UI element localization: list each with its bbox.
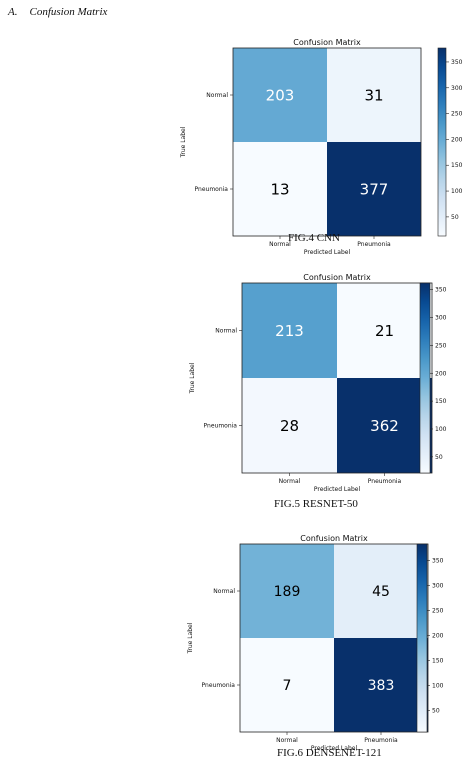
matrix-cell	[240, 638, 334, 732]
matrix-cell	[327, 142, 421, 236]
matrix-cell	[233, 142, 327, 236]
cell-value-label: 28	[280, 417, 299, 435]
matrix-cell	[233, 48, 327, 142]
figure-caption-resnet: FIG.5 RESNET-50	[274, 498, 358, 510]
confusion-matrix-chart-densenet: Confusion Matrix 189 45 7 383 Normal Pneumonia…	[187, 534, 444, 752]
cell-value-label: 7	[283, 678, 292, 694]
matrix-cell	[334, 638, 428, 732]
y-axis-label: True Label	[180, 126, 187, 158]
y-tick-label: Normal	[213, 588, 235, 595]
cell-value-label: 45	[372, 584, 390, 600]
colorbar-tick-label: 150	[451, 162, 463, 169]
colorbar-tick-label: 50	[451, 214, 459, 221]
figure-resnet: Confusion Matrix 213 21 28 362 Normal Pneumoni…	[189, 268, 465, 496]
cell-value-label: 377	[360, 180, 389, 198]
x-tick-label: Pneumonia	[364, 737, 398, 744]
cell-value-label: 189	[274, 584, 301, 600]
y-tick-label: Pneumonia	[204, 423, 238, 430]
colorbar	[416, 543, 428, 733]
colorbar-tick-label: 150	[432, 658, 444, 665]
cell-value-label: 13	[270, 180, 289, 198]
x-axis-label: Predicted Label	[304, 249, 351, 256]
matrix-frame	[232, 47, 422, 237]
chart-title: Confusion Matrix	[303, 273, 371, 282]
colorbar-tick-label: 100	[432, 683, 444, 690]
colorbar-tick-label: 250	[451, 111, 463, 118]
x-tick-label: Normal	[269, 241, 291, 248]
colorbar-tick-label: 100	[451, 188, 463, 195]
cell-value-label: 203	[266, 86, 295, 104]
cell-value-label: 362	[370, 417, 399, 435]
colorbar-tick-label: 50	[432, 708, 440, 715]
x-tick-label: Pneumonia	[357, 241, 391, 248]
section-heading: A. Confusion Matrix	[8, 6, 107, 18]
colorbar-tick-label: 350	[435, 287, 447, 294]
colorbar	[437, 47, 447, 237]
colorbar-tick-label: 200	[435, 370, 447, 377]
colorbar-tick-label: 250	[432, 608, 444, 615]
y-tick-label: Pneumonia	[195, 186, 229, 193]
matrix-cell	[242, 283, 337, 378]
colorbar	[419, 282, 431, 474]
colorbar-tick-label: 300	[432, 583, 444, 590]
x-tick-label: Normal	[279, 478, 301, 485]
colorbar-tick-label: 200	[432, 633, 444, 640]
section-number: A.	[8, 6, 18, 18]
cell-value-label: 383	[368, 678, 395, 694]
y-tick-label: Pneumonia	[202, 682, 236, 689]
y-tick-label: Normal	[215, 328, 237, 335]
chart-title: Confusion Matrix	[293, 38, 361, 47]
matrix-cell	[334, 544, 428, 638]
colorbar-tick-label: 50	[435, 454, 443, 461]
y-axis-label: True Label	[189, 362, 196, 394]
x-tick-label: Normal	[276, 737, 298, 744]
colorbar-tick-label: 350	[451, 59, 463, 66]
cell-value-label: 213	[275, 322, 304, 340]
matrix-frame	[241, 282, 433, 474]
colorbar-tick-label: 350	[432, 558, 444, 565]
cell-value-label: 31	[364, 86, 383, 104]
chart-title: Confusion Matrix	[300, 534, 368, 543]
colorbar-tick-label: 300	[435, 315, 447, 322]
colorbar-tick-label: 100	[435, 426, 447, 433]
cell-value-label: 21	[375, 322, 394, 340]
colorbar-tick-label: 200	[451, 136, 463, 143]
matrix-cell	[240, 544, 334, 638]
y-axis-label: True Label	[187, 622, 194, 654]
colorbar-tick-label: 300	[451, 85, 463, 92]
confusion-matrix-chart-resnet: Confusion Matrix 213 21 28 362 Normal Pneumoni…	[189, 273, 447, 493]
colorbar-tick-label: 250	[435, 342, 447, 349]
figure-caption-cnn: FIG.4 CNN	[288, 232, 340, 244]
x-tick-label: Pneumonia	[368, 478, 402, 485]
matrix-cell	[327, 48, 421, 142]
confusion-matrix-chart-cnn: Confusion Matrix 203 31 13 377 Normal Pneumoni…	[180, 38, 463, 256]
x-axis-label: Predicted Label	[311, 745, 358, 752]
section-title: Confusion Matrix	[29, 6, 108, 18]
colorbar-tick-label: 150	[435, 398, 447, 405]
matrix-frame	[239, 543, 429, 733]
matrix-cell	[337, 283, 432, 378]
figure-densenet: Confusion Matrix 189 45 7 383 Normal Pneumonia…	[187, 528, 465, 752]
y-tick-label: Normal	[206, 92, 228, 99]
matrix-cell	[242, 378, 337, 473]
figure-cnn: Confusion Matrix 203 31 13 377 Normal Pneumoni…	[170, 36, 465, 256]
x-axis-label: Predicted Label	[314, 486, 361, 493]
matrix-cell	[337, 378, 432, 473]
figure-caption-densenet: FIG.6 DENSENET-121	[277, 747, 382, 759]
